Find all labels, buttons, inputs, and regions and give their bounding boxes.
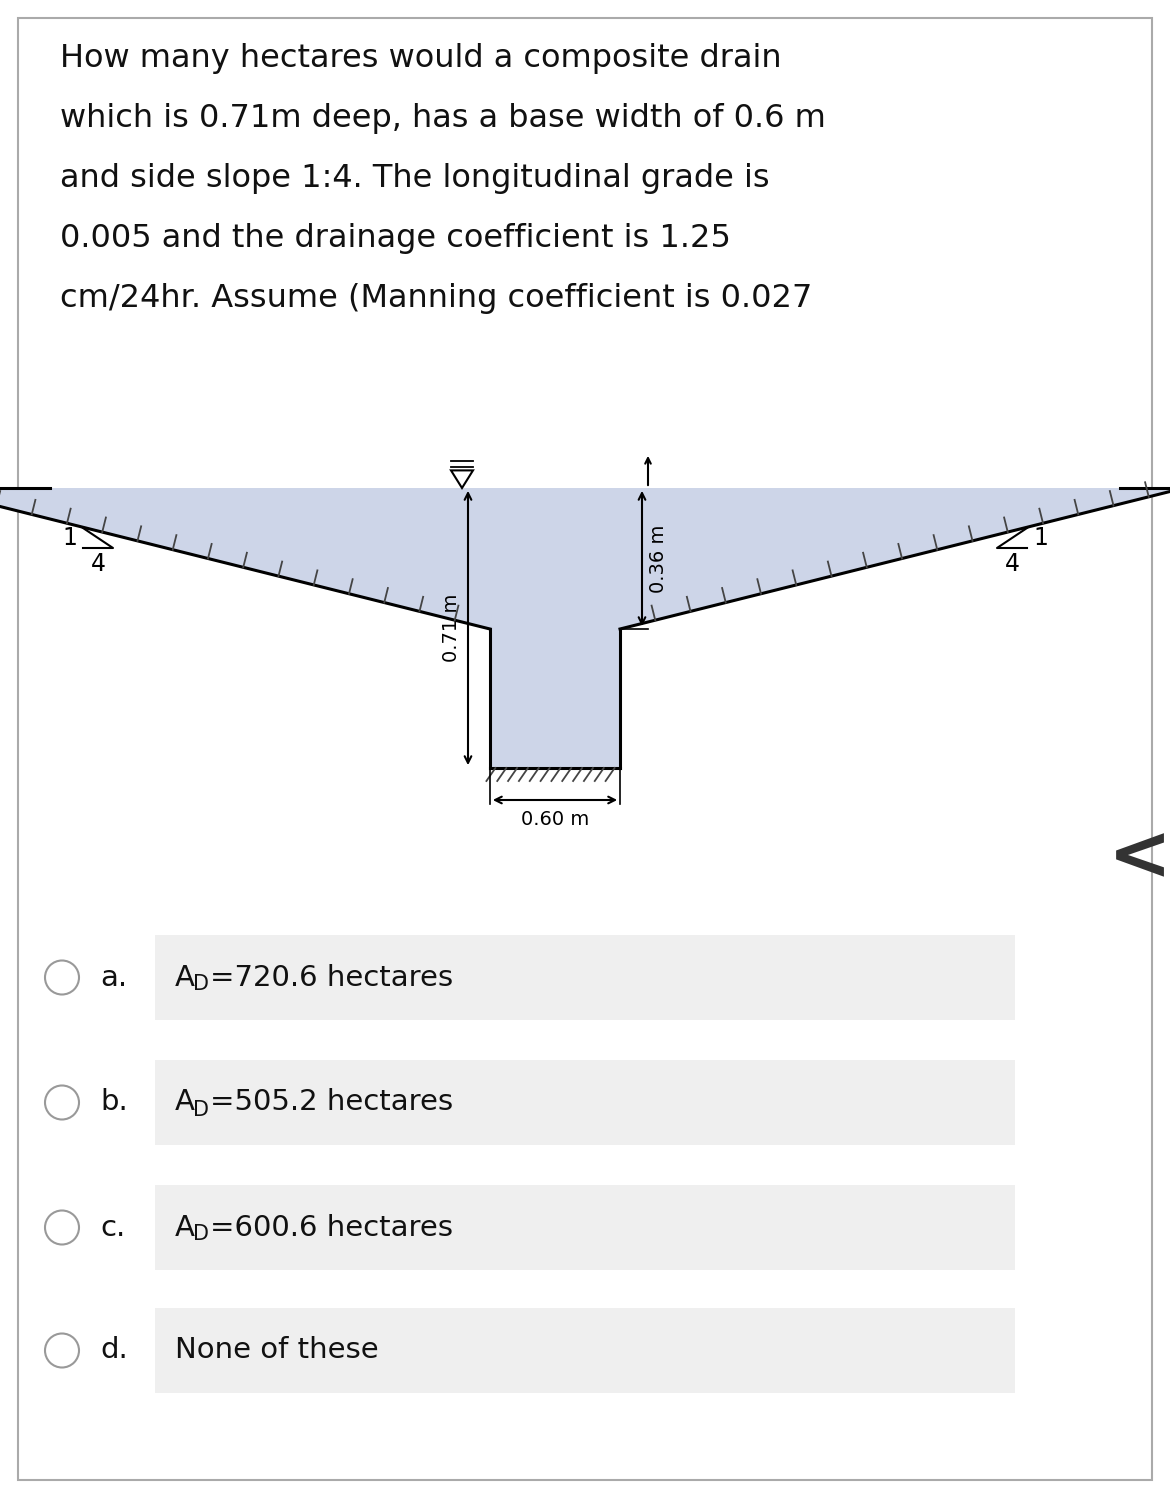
Text: =505.2 hectares: =505.2 hectares <box>209 1089 453 1116</box>
FancyBboxPatch shape <box>154 1061 1016 1144</box>
Text: A: A <box>176 963 195 992</box>
Circle shape <box>44 1210 80 1245</box>
Text: b.: b. <box>99 1089 128 1116</box>
Text: 0.71 m: 0.71 m <box>442 593 461 662</box>
Text: 0.60 m: 0.60 m <box>521 810 590 828</box>
Text: cm/24hr. Assume (Manning coefficient is 0.027: cm/24hr. Assume (Manning coefficient is … <box>60 283 812 315</box>
Text: <: < <box>1108 821 1170 894</box>
Text: 4: 4 <box>1005 551 1019 577</box>
Circle shape <box>44 1086 80 1119</box>
Text: c.: c. <box>99 1213 125 1242</box>
Text: A: A <box>176 1089 195 1116</box>
FancyBboxPatch shape <box>154 935 1016 1020</box>
Text: =600.6 hectares: =600.6 hectares <box>209 1213 453 1242</box>
FancyBboxPatch shape <box>18 18 1152 1480</box>
Text: =720.6 hectares: =720.6 hectares <box>209 963 453 992</box>
Text: which is 0.71m deep, has a base width of 0.6 m: which is 0.71m deep, has a base width of… <box>60 103 826 133</box>
FancyBboxPatch shape <box>154 1308 1016 1393</box>
Text: 0.005 and the drainage coefficient is 1.25: 0.005 and the drainage coefficient is 1.… <box>60 223 731 255</box>
Text: 4: 4 <box>90 551 105 577</box>
Text: D: D <box>193 1224 209 1245</box>
Polygon shape <box>0 488 1170 768</box>
Text: D: D <box>193 1100 209 1119</box>
Text: How many hectares would a composite drain: How many hectares would a composite drai… <box>60 43 782 73</box>
Text: D: D <box>193 975 209 995</box>
Text: None of these: None of these <box>176 1336 379 1365</box>
Circle shape <box>44 960 80 995</box>
Circle shape <box>44 1333 80 1368</box>
Text: a.: a. <box>99 963 128 992</box>
Text: A: A <box>176 1213 195 1242</box>
Text: 0.36 m: 0.36 m <box>649 524 668 593</box>
Text: 1: 1 <box>1033 526 1048 550</box>
Text: 1: 1 <box>62 526 77 550</box>
FancyBboxPatch shape <box>154 1185 1016 1270</box>
Text: and side slope 1:4. The longitudinal grade is: and side slope 1:4. The longitudinal gra… <box>60 163 770 195</box>
Text: d.: d. <box>99 1336 128 1365</box>
